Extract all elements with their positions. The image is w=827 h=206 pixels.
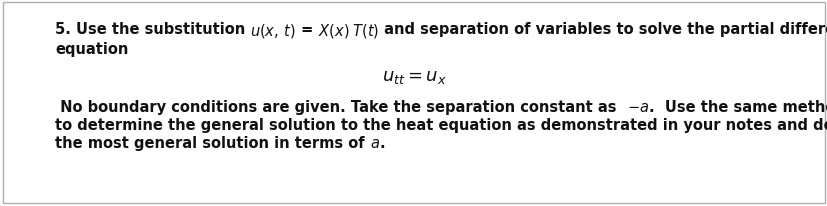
- Text: the most general solution in terms of: the most general solution in terms of: [55, 135, 370, 150]
- Text: $u_{tt} = u_x$: $u_{tt} = u_x$: [381, 68, 446, 85]
- Text: =: =: [295, 22, 318, 37]
- Text: equation: equation: [55, 42, 128, 57]
- Text: .: .: [380, 135, 385, 150]
- Text: to determine the general solution to the heat equation as demonstrated in your n: to determine the general solution to the…: [55, 117, 827, 132]
- Text: $\,T(t)$: $\,T(t)$: [349, 22, 379, 40]
- Text: 5. Use the substitution: 5. Use the substitution: [55, 22, 250, 37]
- Text: $u(x,\,t)$: $u(x,\,t)$: [250, 22, 295, 40]
- Text: No boundary conditions are given. Take the separation constant as: No boundary conditions are given. Take t…: [55, 99, 626, 115]
- Text: $X(x)$: $X(x)$: [318, 22, 349, 40]
- Text: .  Use the same methods used: . Use the same methods used: [648, 99, 827, 115]
- Text: $a$: $a$: [370, 135, 380, 150]
- Text: and separation of variables to solve the partial differential: and separation of variables to solve the…: [379, 22, 827, 37]
- Text: $-a$: $-a$: [626, 99, 648, 115]
